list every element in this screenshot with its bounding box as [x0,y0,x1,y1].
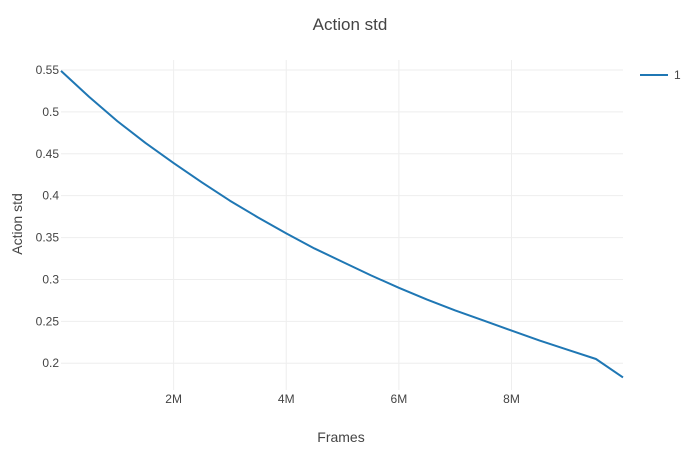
series-line-1 [60,70,624,379]
y-tick-label: 0.2 [42,356,59,370]
y-tick-label: 0.3 [42,272,59,286]
x-tick-label: 2M [165,392,182,406]
x-gridlines [173,60,513,390]
x-axis-tick-labels: 2M 4M 6M 8M [165,392,520,406]
y-tick-label: 0.5 [42,105,59,119]
x-tick-label: 6M [391,392,408,406]
y-gridlines [61,69,623,364]
series-layer [60,70,624,379]
y-tick-label: 0.45 [36,147,60,161]
x-axis-title: Frames [317,429,364,445]
y-axis-title: Action std [9,193,25,254]
legend-label: 1 [674,68,681,82]
x-tick-label: 8M [503,392,520,406]
y-tick-label: 0.55 [36,63,60,77]
y-tick-label: 0.4 [42,189,59,203]
legend: 1 [640,68,681,82]
x-tick-label: 4M [278,392,295,406]
y-tick-label: 0.35 [36,231,60,245]
y-axis-tick-labels: 0.55 0.5 0.45 0.4 0.35 0.3 0.25 0.2 [36,63,60,370]
y-tick-label: 0.25 [36,314,60,328]
chart-title: Action std [313,15,388,34]
